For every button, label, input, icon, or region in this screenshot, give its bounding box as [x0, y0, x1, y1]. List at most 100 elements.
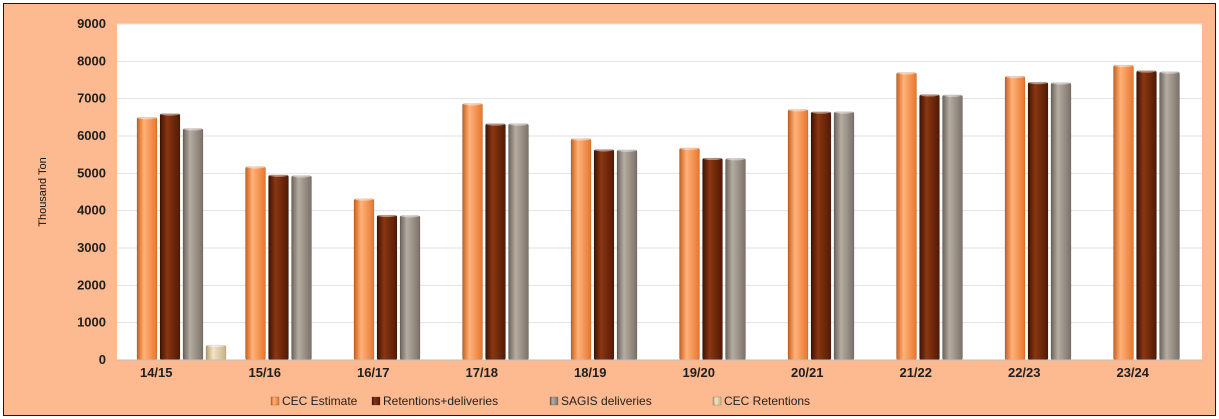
legend-swatch [371, 396, 381, 406]
bar-sagis-deliveries-18-19 [616, 149, 638, 361]
bar-cec-estimate-15-16 [245, 166, 266, 361]
bar-sagis-deliveries-14-15 [182, 128, 204, 361]
bar-retentions-deliveries-18-19 [593, 149, 615, 361]
x-tick-label: 15/16 [248, 365, 281, 380]
bar-cec-estimate-14-15 [136, 117, 158, 361]
bar-top-highlight [508, 121, 529, 126]
bars [136, 63, 1180, 361]
y-axis-ticks: 0 1000 2000 3000 4000 5000 6000 7000 8000 9000 [77, 16, 106, 367]
bar-retentions-deliveries-21-22 [919, 94, 940, 361]
y-tick-label: 2000 [77, 277, 106, 292]
bar-top-highlight [811, 109, 831, 114]
x-tick-label: 17/18 [465, 365, 498, 380]
legend-label: CEC Retentions [724, 394, 810, 408]
legend-label: CEC Estimate [282, 394, 358, 408]
y-tick-label: 8000 [77, 53, 106, 68]
legend-swatch [270, 396, 280, 406]
bar-retentions-deliveries-14-15 [159, 113, 181, 361]
bar-top-highlight [377, 213, 397, 218]
bar-cec-retentions-14-15 [205, 344, 227, 361]
bar-retentions-deliveries-19-20 [702, 157, 723, 361]
bar-cec-estimate-21-22 [896, 72, 917, 361]
bar-top-highlight [725, 156, 746, 161]
bar-top-highlight [206, 343, 226, 348]
bar-top-highlight [291, 173, 312, 178]
legend-item: SAGIS deliveries [549, 394, 652, 408]
y-tick-label: 5000 [77, 165, 106, 180]
y-tick-label: 7000 [77, 91, 106, 106]
bar-top-highlight [919, 92, 940, 97]
legend-swatch [712, 396, 722, 406]
bar-cec-estimate-17-18 [462, 103, 483, 361]
legend-item: Retentions+deliveries [371, 394, 498, 408]
bar-top-highlight [594, 147, 614, 152]
bar-sagis-deliveries-19-20 [725, 158, 746, 361]
bar-top-highlight [617, 147, 637, 152]
bar-top-highlight [160, 111, 180, 116]
bar-retentions-deliveries-20-21 [810, 111, 832, 361]
x-tick-label: 22/23 [1008, 365, 1041, 380]
x-tick-label: 23/24 [1116, 365, 1149, 380]
bar-sagis-deliveries-21-22 [942, 94, 963, 361]
y-tick-label: 4000 [77, 203, 106, 218]
x-tick-label: 19/20 [682, 365, 715, 380]
bar-top-highlight [400, 213, 420, 218]
bar-top-highlight [788, 107, 808, 112]
bar-top-highlight [268, 172, 289, 177]
bar-top-highlight [942, 92, 963, 97]
bar-top-highlight [1136, 68, 1157, 73]
bar-retentions-deliveries-23-24 [1136, 70, 1157, 361]
y-axis-label: Thousand Ton [37, 157, 49, 227]
x-tick-label: 14/15 [140, 365, 173, 380]
legend-swatch [549, 396, 559, 406]
x-axis-ticks: 14/15 15/16 16/17 17/18 18/19 19/20 20/21 21/22… [140, 365, 1150, 380]
x-tick-label: 21/22 [899, 365, 932, 380]
bar-top-highlight [462, 101, 483, 106]
legend: CEC Estimate Retentions+deliveries SAGIS d… [270, 394, 810, 408]
y-tick-label: 6000 [77, 128, 106, 143]
y-tick-label: 1000 [77, 315, 106, 330]
bar-top-highlight [354, 196, 374, 201]
legend-label: SAGIS deliveries [561, 394, 652, 408]
y-tick-label: 9000 [77, 16, 106, 31]
bar-top-highlight [896, 70, 917, 75]
bar-top-highlight [245, 164, 266, 169]
bar-top-highlight [1028, 80, 1048, 85]
bar-sagis-deliveries-22-23 [1050, 82, 1072, 361]
y-tick-label: 0 [99, 352, 106, 367]
bar-retentions-deliveries-17-18 [485, 123, 506, 361]
bar-top-highlight [1159, 69, 1180, 74]
bar-retentions-deliveries-22-23 [1027, 81, 1049, 361]
bar-top-highlight [702, 156, 723, 161]
bar-cec-estimate-16-17 [353, 198, 375, 361]
bar-cec-estimate-22-23 [1004, 76, 1026, 361]
bar-top-highlight [485, 121, 506, 126]
bar-top-highlight [1113, 63, 1134, 68]
bar-sagis-deliveries-15-16 [291, 175, 312, 361]
bar-retentions-deliveries-15-16 [268, 174, 289, 361]
bar-top-highlight [183, 126, 203, 131]
bar-top-highlight [679, 145, 700, 150]
bar-cec-estimate-18-19 [570, 138, 592, 361]
bar-cec-estimate-20-21 [787, 109, 809, 361]
y-tick-label: 3000 [77, 240, 106, 255]
bar-top-highlight [1005, 74, 1025, 79]
bar-top-highlight [834, 109, 854, 114]
bar-sagis-deliveries-17-18 [508, 123, 529, 361]
legend-label: Retentions+deliveries [383, 394, 498, 408]
legend-item: CEC Estimate [270, 394, 358, 408]
x-tick-label: 16/17 [357, 365, 390, 380]
x-tick-label: 20/21 [791, 365, 824, 380]
legend-item: CEC Retentions [712, 394, 810, 408]
bar-sagis-deliveries-23-24 [1159, 71, 1180, 361]
bar-top-highlight [571, 136, 591, 141]
bar-sagis-deliveries-20-21 [833, 111, 855, 361]
bar-sagis-deliveries-16-17 [399, 215, 421, 361]
bar-cec-estimate-19-20 [679, 147, 700, 361]
bar-retentions-deliveries-16-17 [376, 214, 398, 361]
bar-top-highlight [1051, 80, 1071, 85]
bar-top-highlight [137, 115, 157, 120]
x-tick-label: 18/19 [574, 365, 607, 380]
bar-cec-estimate-23-24 [1113, 64, 1134, 361]
